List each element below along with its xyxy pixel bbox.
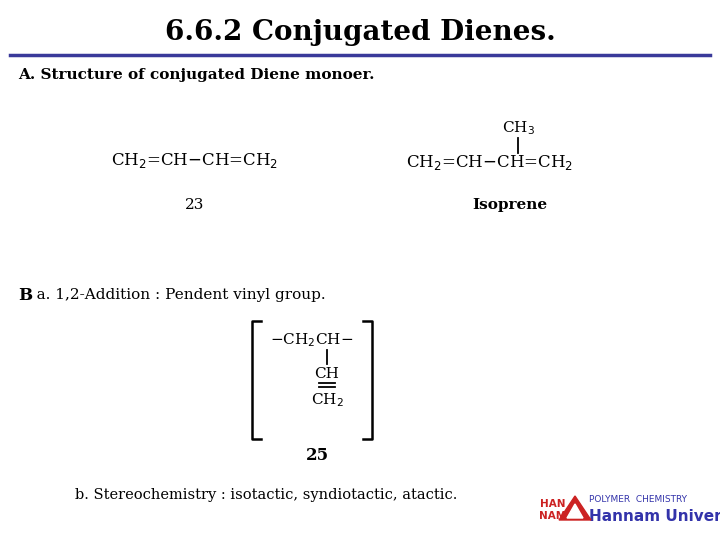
Polygon shape [559, 496, 591, 520]
Text: CH$_2$: CH$_2$ [310, 391, 343, 409]
Text: CH$_2$=CH$-$CH=CH$_2$: CH$_2$=CH$-$CH=CH$_2$ [112, 151, 279, 170]
Text: HAN
NAM: HAN NAM [539, 499, 567, 521]
Text: CH$_3$: CH$_3$ [502, 119, 534, 137]
Polygon shape [567, 504, 583, 518]
Text: . a. 1,2-Addition : Pendent vinyl group.: . a. 1,2-Addition : Pendent vinyl group. [27, 288, 325, 302]
Text: Hannam University: Hannam University [589, 510, 720, 524]
Text: 25: 25 [305, 447, 328, 463]
Text: CH: CH [315, 367, 339, 381]
Text: POLYMER  CHEMISTRY: POLYMER CHEMISTRY [589, 496, 687, 504]
Text: Isoprene: Isoprene [472, 198, 548, 212]
Text: 23: 23 [185, 198, 204, 212]
Text: $-$CH$_2$CH$-$: $-$CH$_2$CH$-$ [271, 331, 354, 349]
Text: B: B [18, 287, 32, 303]
Text: b. Stereochemistry : isotactic, syndiotactic, atactic.: b. Stereochemistry : isotactic, syndiota… [75, 488, 457, 502]
Text: 6.6.2 Conjugated Dienes.: 6.6.2 Conjugated Dienes. [165, 18, 555, 45]
Text: CH$_2$=CH$-$CH=CH$_2$: CH$_2$=CH$-$CH=CH$_2$ [406, 153, 574, 172]
Text: A. Structure of conjugated Diene monoer.: A. Structure of conjugated Diene monoer. [18, 68, 374, 82]
